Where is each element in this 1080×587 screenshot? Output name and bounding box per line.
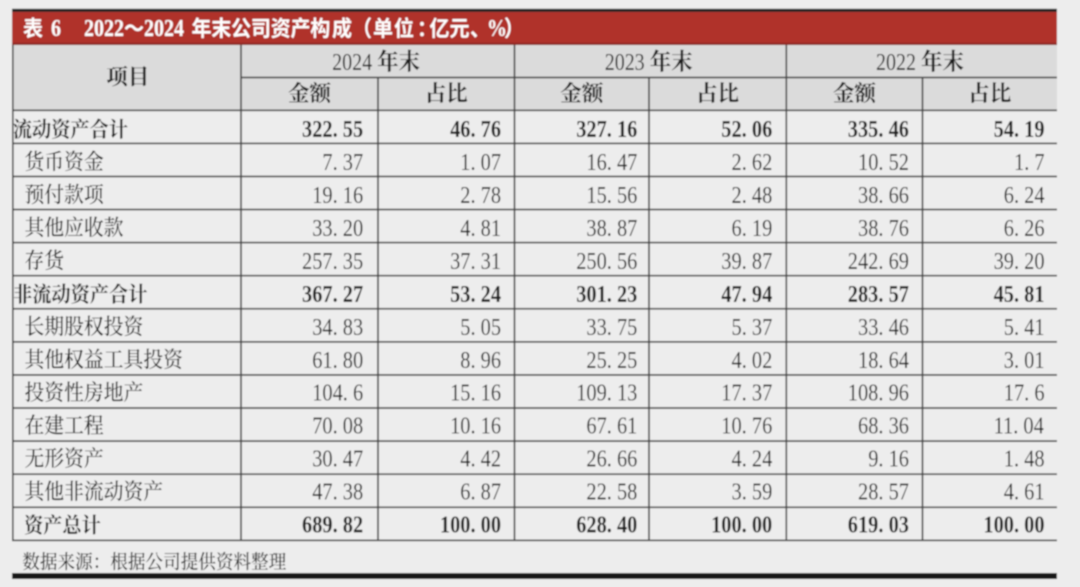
svg-text:18. 64: 18. 64 [858, 346, 909, 373]
svg-text:47. 38: 47. 38 [312, 478, 363, 505]
svg-text:5. 05: 5. 05 [460, 313, 501, 340]
svg-text:34. 83: 34. 83 [312, 313, 363, 340]
svg-text:30. 47: 30. 47 [312, 445, 363, 472]
svg-text:39. 87: 39. 87 [721, 247, 772, 274]
svg-text:70. 08: 70. 08 [312, 412, 363, 439]
svg-text:1. 7: 1. 7 [1014, 148, 1045, 175]
svg-text:104. 6: 104. 6 [312, 379, 363, 406]
svg-text:4. 81: 4. 81 [460, 214, 501, 241]
svg-text:5. 41: 5. 41 [1004, 313, 1045, 340]
svg-text:257. 35: 257. 35 [302, 247, 363, 274]
svg-text:10. 16: 10. 16 [450, 412, 501, 439]
svg-text:38. 76: 38. 76 [858, 214, 909, 241]
svg-text:2024: 2024 [144, 14, 184, 41]
svg-text:%: % [487, 14, 507, 41]
svg-text:4. 24: 4. 24 [732, 445, 773, 472]
svg-text:2024: 2024 [332, 48, 377, 75]
svg-text:327. 16: 327. 16 [576, 115, 637, 142]
svg-text:47. 94: 47. 94 [721, 280, 772, 307]
svg-text:6. 26: 6. 26 [1004, 214, 1045, 241]
svg-text:37. 31: 37. 31 [450, 247, 501, 274]
svg-text:3. 01: 3. 01 [1004, 346, 1045, 373]
svg-text:8. 96: 8. 96 [460, 346, 501, 373]
svg-text:19. 16: 19. 16 [312, 181, 363, 208]
svg-text:322. 55: 322. 55 [302, 115, 363, 142]
svg-text:22. 58: 22. 58 [586, 478, 637, 505]
svg-text:2. 48: 2. 48 [732, 181, 773, 208]
svg-text:38. 87: 38. 87 [586, 214, 637, 241]
svg-text:3. 59: 3. 59 [732, 478, 773, 505]
svg-text:109. 13: 109. 13 [576, 379, 637, 406]
svg-text:38. 66: 38. 66 [858, 181, 909, 208]
svg-text:108. 96: 108. 96 [848, 379, 909, 406]
svg-text:45. 81: 45. 81 [994, 280, 1045, 307]
svg-text:1. 07: 1. 07 [460, 148, 501, 175]
svg-text:10. 76: 10. 76 [721, 412, 772, 439]
svg-text:33. 75: 33. 75 [586, 313, 637, 340]
svg-text:1. 48: 1. 48 [1004, 445, 1045, 472]
svg-text:6. 19: 6. 19 [732, 214, 773, 241]
svg-text:242. 69: 242. 69 [848, 247, 909, 274]
svg-text:39. 20: 39. 20 [994, 247, 1045, 274]
svg-text:15. 16: 15. 16 [450, 379, 501, 406]
svg-text:2. 62: 2. 62 [732, 148, 773, 175]
svg-text:25. 25: 25. 25 [586, 346, 637, 373]
svg-text:4. 02: 4. 02 [732, 346, 773, 373]
svg-text:283. 57: 283. 57 [848, 280, 909, 307]
svg-text:4. 42: 4. 42 [460, 445, 501, 472]
svg-text:16. 47: 16. 47 [586, 148, 637, 175]
svg-text:6. 87: 6. 87 [460, 478, 501, 505]
svg-text:17. 6: 17. 6 [1004, 379, 1045, 406]
svg-text:2022: 2022 [876, 48, 921, 75]
svg-text:46. 76: 46. 76 [450, 115, 501, 142]
svg-text:6: 6 [51, 14, 61, 41]
svg-text:301. 23: 301. 23 [576, 280, 637, 307]
svg-text:100. 00: 100. 00 [440, 511, 501, 538]
svg-text:689. 82: 689. 82 [302, 511, 363, 538]
svg-text:53. 24: 53. 24 [450, 280, 501, 307]
svg-text:4. 61: 4. 61 [1004, 478, 1045, 505]
svg-text:9. 16: 9. 16 [868, 445, 909, 472]
svg-text:33. 46: 33. 46 [858, 313, 909, 340]
svg-text:2023: 2023 [605, 48, 650, 75]
svg-text:67. 61: 67. 61 [586, 412, 637, 439]
svg-text:26. 66: 26. 66 [586, 445, 637, 472]
svg-text:52. 06: 52. 06 [721, 115, 772, 142]
svg-text:628. 40: 628. 40 [576, 511, 637, 538]
svg-text:28. 57: 28. 57 [858, 478, 909, 505]
svg-text:100. 00: 100. 00 [711, 511, 772, 538]
svg-text:7. 37: 7. 37 [322, 148, 363, 175]
svg-text:10. 52: 10. 52 [858, 148, 909, 175]
svg-text:100. 00: 100. 00 [983, 511, 1044, 538]
svg-text:61. 80: 61. 80 [312, 346, 363, 373]
svg-text:2. 78: 2. 78 [460, 181, 501, 208]
svg-text:250. 56: 250. 56 [576, 247, 637, 274]
svg-text:367. 27: 367. 27 [302, 280, 363, 307]
svg-text:5. 37: 5. 37 [732, 313, 773, 340]
svg-text:33. 20: 33. 20 [312, 214, 363, 241]
svg-text:2022: 2022 [84, 14, 124, 41]
svg-text:619. 03: 619. 03 [848, 511, 909, 538]
svg-text:54. 19: 54. 19 [994, 115, 1045, 142]
svg-text:17. 37: 17. 37 [721, 379, 772, 406]
svg-text:11. 04: 11. 04 [994, 412, 1044, 439]
svg-text:68. 36: 68. 36 [858, 412, 909, 439]
svg-text:335. 46: 335. 46 [848, 115, 909, 142]
svg-text:6. 24: 6. 24 [1004, 181, 1045, 208]
svg-text:15. 56: 15. 56 [586, 181, 637, 208]
